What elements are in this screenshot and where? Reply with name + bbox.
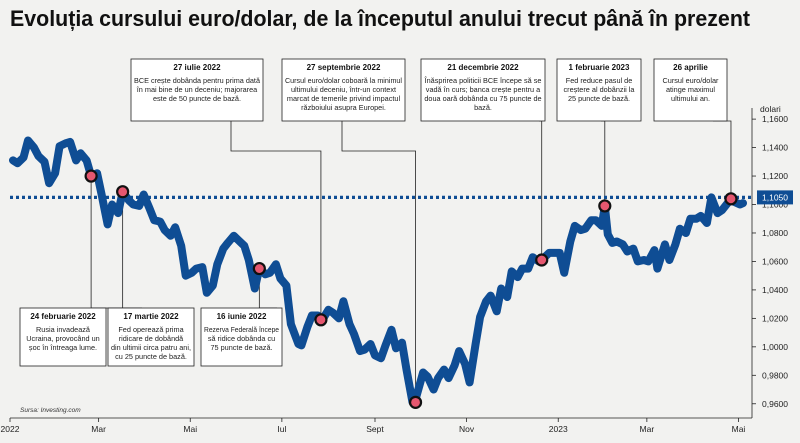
annotation-text-line: Rezerva Federală începe bbox=[204, 325, 279, 334]
annotation-text-line: Fed operează prima bbox=[118, 325, 184, 334]
annotation-text-line: să ridice dobânda cu bbox=[208, 334, 275, 343]
annotation-date: 27 septembrie 2022 bbox=[307, 63, 381, 72]
annotation-text-line: vadă în curs; banca crește pentru a bbox=[426, 85, 541, 94]
series-group bbox=[9, 136, 747, 407]
annotation-text-line: ultimului an. bbox=[671, 94, 710, 103]
event-marker bbox=[116, 185, 130, 199]
annotation-date: 26 aprilie bbox=[673, 63, 708, 72]
event-markers bbox=[84, 169, 738, 409]
annotation-callout: 21 decembrie 2022 Înăsprirea politicii BC… bbox=[420, 58, 546, 122]
annotation-callout: 27 septembrie 2022 Cursul euro/dolar cobo… bbox=[281, 58, 406, 122]
event-marker bbox=[724, 192, 738, 206]
annotation-text-line: este de 50 puncte de bază. bbox=[153, 94, 241, 103]
source-note: Sursa: Investing.com bbox=[20, 407, 81, 414]
annotation-text-line: marcat de temerile privind impactul bbox=[287, 94, 401, 103]
series-line-0 bbox=[9, 136, 747, 407]
x-tick-label: Mar bbox=[640, 424, 655, 434]
annotation-box bbox=[281, 58, 406, 122]
x-tick-label: Iul bbox=[277, 424, 286, 434]
y-tick-label: 1,0000 bbox=[762, 342, 788, 352]
annotation-text-line: cu 25 puncte de bază. bbox=[115, 352, 187, 361]
annotation-text-line: doua oară dobânda cu 75 puncte de bbox=[424, 94, 541, 103]
annotation-date: 21 decembrie 2022 bbox=[447, 63, 519, 72]
annotation-text-line: BCE crește dobânda pentru prima dată bbox=[134, 76, 261, 85]
y-tick-label: 0,9600 bbox=[762, 399, 788, 409]
annotation-text-line: Fed reduce pasul de bbox=[566, 76, 633, 85]
annotation-date: 27 iulie 2022 bbox=[173, 63, 221, 72]
y-tick-label: 0,9800 bbox=[762, 370, 788, 380]
annotation-box bbox=[420, 58, 546, 122]
annotation-text-line: în mai bine de un deceniu; majorarea bbox=[136, 85, 258, 94]
x-tick-label: Mar bbox=[91, 424, 106, 434]
annotation-date: 17 martie 2022 bbox=[123, 312, 179, 321]
annotation-text-line: 75 puncte de bază. bbox=[210, 343, 272, 352]
reference-value-badge bbox=[757, 190, 793, 205]
annotation-box bbox=[556, 58, 642, 122]
annotation-text-line: Rusia invadează bbox=[36, 325, 91, 334]
annotation-box bbox=[19, 307, 107, 367]
x-tick-label: 2022 bbox=[1, 424, 20, 434]
annotation-callout: 24 februarie 2022 Rusia invadeazăUcraina,… bbox=[19, 307, 107, 367]
annotation-date: 16 iunie 2022 bbox=[217, 312, 267, 321]
y-tick-label: 1,1000 bbox=[762, 200, 788, 210]
annotation-callout: 17 martie 2022 Fed operează primaridicare… bbox=[107, 307, 195, 367]
annotation-callout: 27 iulie 2022 BCE crește dobânda pentru p… bbox=[130, 58, 264, 122]
annotation-text-line: din ultimii circa patru ani, bbox=[111, 343, 191, 352]
reference-value-label: 1,1050 bbox=[762, 192, 788, 202]
annotation-text-line: ridicare de dobândă bbox=[119, 334, 184, 343]
annotation-text-line: creștere al dobânzii la bbox=[564, 85, 636, 94]
annotation-text-line: 25 puncte de bază. bbox=[568, 94, 630, 103]
annotation-text-line: Înăsprirea politicii BCE începe să se bbox=[424, 76, 542, 85]
event-marker bbox=[535, 253, 549, 267]
event-annotations: 27 iulie 2022 BCE crește dobânda pentru p… bbox=[19, 58, 728, 367]
annotation-text-line: atinge maximul bbox=[666, 85, 715, 94]
x-tick-label: Mai bbox=[183, 424, 197, 434]
annotation-text-line: Ucraina, provocând un bbox=[26, 334, 99, 343]
y-tick-label: 1,0400 bbox=[762, 285, 788, 295]
annotation-leader bbox=[230, 121, 322, 320]
y-axis-ticks: 1,1600 1,1400 1,1200 1,1000 1,0800 1,0600 1,04… bbox=[752, 114, 793, 409]
annotation-text-line: războiului asupra Europei. bbox=[301, 103, 386, 112]
annotation-text-line: bază. bbox=[474, 103, 492, 112]
annotation-box bbox=[107, 307, 195, 367]
x-axis-ticks: 2022 Mar Mai Iul Sept Nov 2023 Mar Mai bbox=[1, 418, 746, 434]
y-tick-label: 1,0200 bbox=[762, 313, 788, 323]
event-marker bbox=[84, 169, 98, 183]
x-tick-label: 2023 bbox=[549, 424, 568, 434]
annotation-text-line: Cursul euro/dolar bbox=[663, 76, 720, 85]
annotation-box bbox=[130, 58, 264, 122]
y-tick-label: 1,1600 bbox=[762, 114, 788, 124]
annotation-box bbox=[200, 307, 283, 367]
annotation-box bbox=[653, 58, 728, 122]
annotation-leader bbox=[341, 121, 416, 403]
x-tick-label: Mai bbox=[732, 424, 746, 434]
x-tick-label: Nov bbox=[459, 424, 475, 434]
event-marker bbox=[598, 199, 612, 213]
y-tick-label: 1,0800 bbox=[762, 228, 788, 238]
annotation-text-line: Cursul euro/dolar coboară la minimul bbox=[285, 76, 402, 85]
x-tick-label: Sept bbox=[366, 424, 384, 434]
y-tick-label: 1,1400 bbox=[762, 143, 788, 153]
annotation-date: 24 februarie 2022 bbox=[30, 312, 96, 321]
y-tick-label: 1,0600 bbox=[762, 256, 788, 266]
y-tick-label: 1,1200 bbox=[762, 171, 788, 181]
annotation-text-line: ultimului deceniu, într-un context bbox=[291, 85, 396, 94]
event-marker bbox=[408, 395, 423, 409]
annotation-date: 1 februarie 2023 bbox=[569, 63, 630, 72]
event-marker bbox=[252, 261, 266, 276]
annotation-text-line: șoc în întreaga lume. bbox=[29, 343, 97, 352]
annotation-callout: 1 februarie 2023 Fed reduce pasul decreșt… bbox=[556, 58, 642, 122]
y-axis-unit-label: dolari bbox=[760, 104, 781, 114]
chart-title: Evoluția cursului euro/dolar, de la înce… bbox=[10, 6, 751, 31]
event-marker bbox=[314, 313, 328, 327]
